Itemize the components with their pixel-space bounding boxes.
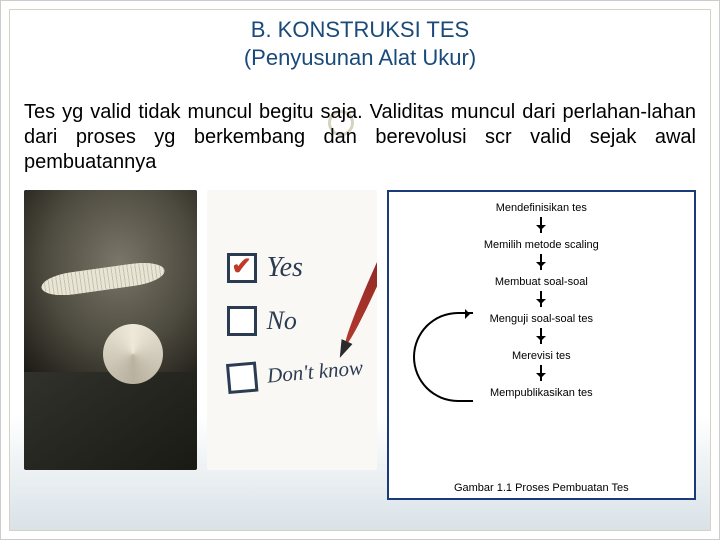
checklist-label: Yes <box>267 252 303 284</box>
arrow-down-icon <box>540 365 542 381</box>
slide-frame: B. KONSTRUKSI TES (Penyusunan Alat Ukur)… <box>9 9 711 531</box>
flowchart-caption: Gambar 1.1 Proses Pembuatan Tes <box>454 482 629 494</box>
flow-node: Menguji soal-soal tes <box>490 313 593 325</box>
checklist-label: No <box>267 306 297 336</box>
slide-title: B. KONSTRUKSI TES (Penyusunan Alat Ukur) <box>10 10 710 71</box>
checklist-label: Don't know <box>266 355 364 388</box>
arrow-down-icon <box>540 328 542 344</box>
scale-photo <box>24 190 197 470</box>
checkbox-no-icon <box>227 306 257 336</box>
images-row: Yes No Don't know Mendefinisikan tes Mem… <box>24 190 696 500</box>
title-line-2: (Penyusunan Alat Ukur) <box>244 45 476 70</box>
arrow-down-icon <box>540 254 542 270</box>
body-paragraph: Tes yg valid tidak muncul begitu saja. V… <box>24 100 696 175</box>
tape-coil-icon <box>103 324 163 384</box>
arrow-down-icon <box>540 291 542 307</box>
arrow-down-icon <box>540 217 542 233</box>
flow-node: Mendefinisikan tes <box>496 202 587 214</box>
checklist-row: Don't know <box>226 352 368 394</box>
checklist-row: Yes <box>227 252 367 284</box>
title-line-1: B. KONSTRUKSI TES <box>251 17 469 42</box>
flow-node: Membuat soal-soal <box>495 276 588 288</box>
checklist-row: No <box>227 306 367 336</box>
flowchart-diagram: Mendefinisikan tes Memilih metode scalin… <box>387 190 696 500</box>
checklist-photo: Yes No Don't know <box>207 190 377 470</box>
checkbox-yes-icon <box>227 253 257 283</box>
checkbox-dontknow-icon <box>226 362 259 395</box>
flow-node: Mempublikasikan tes <box>490 387 593 399</box>
flow-node: Memilih metode scaling <box>484 239 599 251</box>
flow-node: Merevisi tes <box>512 350 571 362</box>
feedback-loop-arrow-icon <box>413 312 473 402</box>
